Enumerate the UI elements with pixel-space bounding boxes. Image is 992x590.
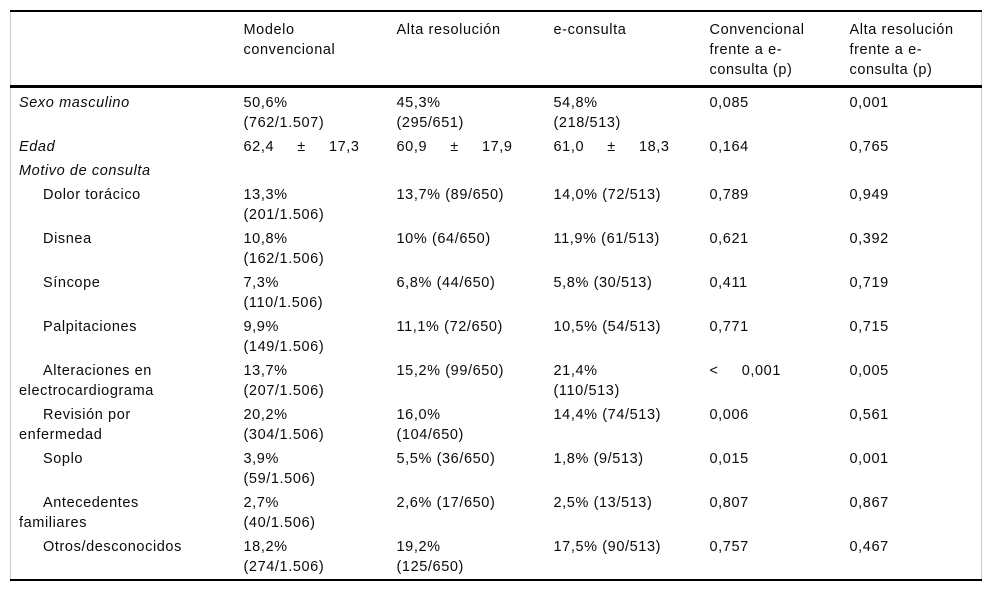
cell-value: 62,4 ± 17,3 bbox=[243, 138, 360, 155]
table-row-revision-por-enfermedad: Revisión por enfermedad 20,2% (304/1.506… bbox=[11, 403, 982, 447]
cell-value: 0,789 bbox=[709, 186, 749, 203]
consultation-comparison-table: Modelo convencional Alta resolución e-co… bbox=[10, 10, 982, 581]
cell-value: 0,949 bbox=[849, 186, 889, 203]
cell-value: 0,807 bbox=[709, 494, 749, 511]
row-label: Revisión por enfermedad bbox=[19, 406, 131, 443]
cell-value: 13,7% (89/650) bbox=[396, 186, 505, 203]
cell-value: 18,2% (274/1.506) bbox=[243, 538, 325, 575]
row-label: Dolor torácico bbox=[43, 186, 141, 203]
cell-value bbox=[244, 159, 397, 183]
cell-value: 0,411 bbox=[709, 274, 748, 291]
header-modelo-convencional: Modelo convencional bbox=[243, 11, 397, 88]
comparison-table-container: Modelo convencional Alta resolución e-co… bbox=[10, 10, 982, 581]
cell-value: 0,561 bbox=[849, 406, 889, 423]
cell-value bbox=[710, 159, 850, 183]
row-label: Motivo de consulta bbox=[19, 162, 151, 179]
header-convencional-vs-e-consulta-p: Convencional frente a e- consulta (p) bbox=[709, 11, 850, 88]
cell-value: 0,757 bbox=[709, 538, 749, 555]
cell-value bbox=[554, 159, 710, 183]
row-label: Disnea bbox=[43, 230, 92, 247]
cell-value: 6,8% (44/650) bbox=[396, 274, 496, 291]
cell-value: 0,015 bbox=[709, 450, 749, 467]
cell-value: 50,6% (762/1.507) bbox=[243, 94, 325, 131]
cell-value: 0,164 bbox=[709, 138, 749, 155]
table-row-sexo-masculino: Sexo masculino 50,6% (762/1.507) 45,3% (… bbox=[11, 86, 982, 135]
table-row-alteraciones-electrocardiograma: Alteraciones en electrocardiograma 13,7%… bbox=[11, 359, 982, 403]
row-label: Síncope bbox=[43, 274, 101, 291]
row-label: Edad bbox=[19, 138, 56, 155]
row-label: Alteraciones en electrocardiograma bbox=[19, 362, 154, 399]
cell-value: 0,001 bbox=[849, 94, 889, 111]
table-row-soplo: Soplo 3,9% (59/1.506) 5,5% (36/650) 1,8%… bbox=[11, 447, 982, 491]
row-label: Sexo masculino bbox=[19, 94, 130, 111]
table-row-palpitaciones: Palpitaciones 9,9% (149/1.506) 11,1% (72… bbox=[11, 315, 982, 359]
header-empty bbox=[10, 11, 244, 88]
cell-value: 19,2% (125/650) bbox=[396, 538, 464, 575]
cell-value: 61,0 ± 18,3 bbox=[553, 138, 670, 155]
cell-value: 13,3% (201/1.506) bbox=[243, 186, 325, 223]
cell-value: 10,8% (162/1.506) bbox=[243, 230, 325, 267]
cell-value: 0,005 bbox=[849, 362, 889, 379]
cell-value: 11,1% (72/650) bbox=[396, 318, 503, 335]
row-label: Soplo bbox=[43, 450, 84, 467]
header-alta-resolucion-vs-e-consulta-p: Alta resolución frente a e- consulta (p) bbox=[849, 11, 982, 88]
table-row-motivo-de-consulta: Motivo de consulta bbox=[11, 159, 982, 183]
cell-value: 2,6% (17/650) bbox=[396, 494, 496, 511]
cell-value: < 0,001 bbox=[709, 362, 781, 379]
cell-value: 9,9% (149/1.506) bbox=[243, 318, 325, 355]
table-row-dolor-toracico: Dolor torácico 13,3% (201/1.506) 13,7% (… bbox=[11, 183, 982, 227]
cell-value: 11,9% (61/513) bbox=[553, 230, 660, 247]
table-row-edad: Edad 62,4 ± 17,3 60,9 ± 17,9 61,0 ± 18,3… bbox=[11, 135, 982, 159]
row-label: Otros/desconocidos bbox=[43, 538, 182, 555]
cell-value: 0,085 bbox=[709, 94, 749, 111]
cell-value: 0,467 bbox=[849, 538, 889, 555]
header-e-consulta: e-consulta bbox=[553, 11, 710, 88]
header-row: Modelo convencional Alta resolución e-co… bbox=[10, 11, 982, 88]
cell-value bbox=[397, 159, 554, 183]
table-row-disnea: Disnea 10,8% (162/1.506) 10% (64/650) 11… bbox=[11, 227, 982, 271]
cell-value: 16,0% (104/650) bbox=[396, 406, 464, 443]
cell-value: 21,4% (110/513) bbox=[553, 362, 620, 399]
cell-value: 0,719 bbox=[849, 274, 889, 291]
cell-value: 0,715 bbox=[849, 318, 889, 335]
row-label: Antecedentes familiares bbox=[19, 494, 139, 531]
cell-value: 1,8% (9/513) bbox=[553, 450, 644, 467]
cell-value: 0,001 bbox=[849, 450, 889, 467]
cell-value: 10,5% (54/513) bbox=[553, 318, 662, 335]
cell-value: 0,392 bbox=[849, 230, 889, 247]
cell-value: 45,3% (295/651) bbox=[396, 94, 464, 131]
cell-value: 17,5% (90/513) bbox=[553, 538, 662, 555]
cell-value: 60,9 ± 17,9 bbox=[396, 138, 513, 155]
table-header: Modelo convencional Alta resolución e-co… bbox=[10, 11, 982, 88]
cell-value: 3,9% (59/1.506) bbox=[243, 450, 316, 487]
cell-value: 14,4% (74/513) bbox=[553, 406, 662, 423]
table-body: Sexo masculino 50,6% (762/1.507) 45,3% (… bbox=[11, 86, 982, 580]
row-label: Palpitaciones bbox=[43, 318, 138, 335]
cell-value: 2,7% (40/1.506) bbox=[243, 494, 316, 531]
cell-value: 5,8% (30/513) bbox=[553, 274, 653, 291]
cell-value: 0,771 bbox=[709, 318, 749, 335]
cell-value: 14,0% (72/513) bbox=[553, 186, 662, 203]
cell-value: 20,2% (304/1.506) bbox=[243, 406, 325, 443]
cell-value: 54,8% (218/513) bbox=[553, 94, 621, 131]
table-row-otros-desconocidos: Otros/desconocidos 18,2% (274/1.506) 19,… bbox=[11, 535, 982, 580]
cell-value: 5,5% (36/650) bbox=[396, 450, 496, 467]
cell-value bbox=[850, 159, 982, 183]
cell-value: 13,7% (207/1.506) bbox=[243, 362, 325, 399]
table-row-sincope: Síncope 7,3% (110/1.506) 6,8% (44/650) 5… bbox=[11, 271, 982, 315]
cell-value: 7,3% (110/1.506) bbox=[243, 274, 324, 311]
cell-value: 15,2% (99/650) bbox=[396, 362, 505, 379]
cell-value: 2,5% (13/513) bbox=[553, 494, 653, 511]
cell-value: 10% (64/650) bbox=[396, 230, 491, 247]
cell-value: 0,621 bbox=[709, 230, 749, 247]
cell-value: 0,867 bbox=[849, 494, 889, 511]
cell-value: 0,765 bbox=[849, 138, 889, 155]
table-row-antecedentes-familiares: Antecedentes familiares 2,7% (40/1.506) … bbox=[11, 491, 982, 535]
cell-value: 0,006 bbox=[709, 406, 749, 423]
header-alta-resolucion: Alta resolución bbox=[396, 11, 554, 88]
